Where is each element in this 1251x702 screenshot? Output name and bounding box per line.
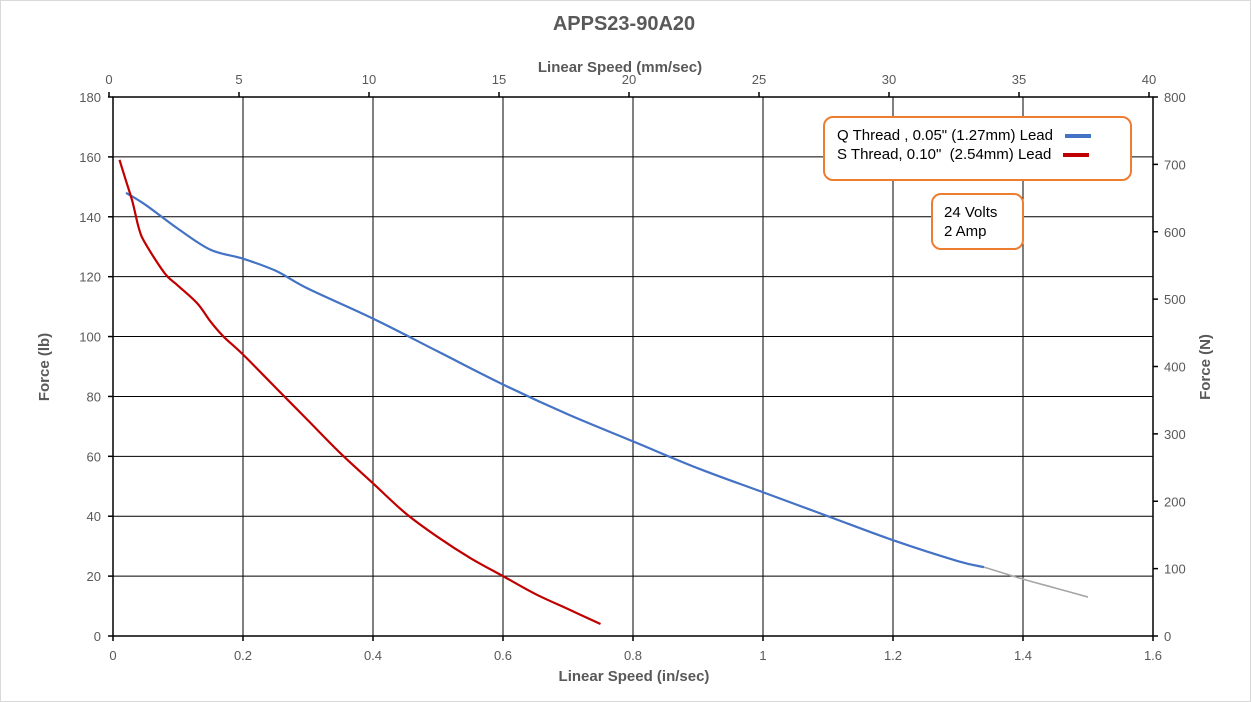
y2-tick-label: 100 xyxy=(1164,562,1186,577)
q-thread-extension-line xyxy=(983,566,1089,598)
x2-tick-label: 0 xyxy=(105,72,112,87)
x2-tick-label: 20 xyxy=(622,72,636,87)
y-tick-label: 160 xyxy=(79,150,101,165)
y2-tick-label: 200 xyxy=(1164,494,1186,509)
legend-swatch-q-thread xyxy=(1065,133,1091,138)
top-axis-title: Linear Speed (mm/sec) xyxy=(538,59,702,76)
y2-tick-label: 300 xyxy=(1164,427,1186,442)
x-tick-label: 1.4 xyxy=(1014,648,1032,663)
legend: Q Thread , 0.05" (1.27mm) Lead S Thread,… xyxy=(823,116,1132,181)
y2-tick-label: 800 xyxy=(1164,90,1186,105)
x2-tick-label: 5 xyxy=(235,72,242,87)
voltage-amp-note: 24 Volts 2 Amp xyxy=(931,193,1024,250)
x2-tick-label: 15 xyxy=(492,72,506,87)
y-tick-label: 0 xyxy=(94,629,101,644)
s-thread-line xyxy=(118,159,601,626)
chart-title: APPS23-90A20 xyxy=(553,13,695,35)
y-tick-label: 80 xyxy=(87,389,101,404)
x-tick-label: 1.6 xyxy=(1144,648,1162,663)
x-tick-label: 0.2 xyxy=(234,648,252,663)
y-tick-label: 140 xyxy=(79,210,101,225)
x-tick-label: 0.4 xyxy=(364,648,382,663)
y-tick-label: 20 xyxy=(87,569,101,584)
x-tick-label: 1 xyxy=(759,648,766,663)
q-thread-line xyxy=(125,191,985,569)
y2-tick-label: 500 xyxy=(1164,292,1186,307)
left-axis-title: Force (lb) xyxy=(36,333,53,401)
bottom-axis-title: Linear Speed (in/sec) xyxy=(559,668,710,685)
y-tick-label: 40 xyxy=(87,509,101,524)
y2-tick-label: 0 xyxy=(1164,629,1171,644)
amperage-label: 2 Amp xyxy=(944,223,987,240)
x2-tick-label: 10 xyxy=(362,72,376,87)
right-axis-title: Force (N) xyxy=(1197,334,1214,400)
y2-tick-label: 600 xyxy=(1164,225,1186,240)
y-tick-label: 100 xyxy=(79,330,101,345)
legend-swatch-s-thread xyxy=(1063,152,1090,157)
x2-tick-label: 25 xyxy=(752,72,766,87)
y2-tick-label: 700 xyxy=(1164,157,1186,172)
x2-tick-label: 30 xyxy=(882,72,896,87)
y-tick-label: 120 xyxy=(79,270,101,285)
x2-tick-label: 40 xyxy=(1142,72,1156,87)
y-tick-label: 60 xyxy=(87,449,101,464)
voltage-label: 24 Volts xyxy=(944,204,998,221)
y-tick-label: 180 xyxy=(79,90,101,105)
legend-item-s-thread: S Thread, 0.10" (2.54mm) Lead xyxy=(837,145,1130,164)
legend-label-s-thread: S Thread, 0.10" (2.54mm) Lead xyxy=(837,146,1052,163)
legend-item-q-thread: Q Thread , 0.05" (1.27mm) Lead xyxy=(837,126,1130,145)
x-tick-label: 0 xyxy=(109,648,116,663)
x-tick-label: 1.2 xyxy=(884,648,902,663)
legend-label-q-thread: Q Thread , 0.05" (1.27mm) Lead xyxy=(837,127,1053,144)
x-tick-label: 0.8 xyxy=(624,648,642,663)
x2-tick-label: 35 xyxy=(1012,72,1026,87)
y2-tick-label: 400 xyxy=(1164,360,1186,375)
x-tick-label: 0.6 xyxy=(494,648,512,663)
